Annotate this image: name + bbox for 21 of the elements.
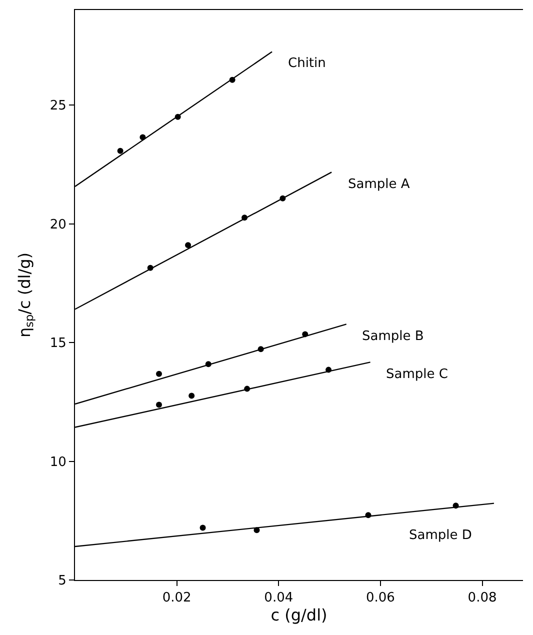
series-label: Sample C	[386, 367, 448, 382]
x-tick-label: 0.08	[468, 590, 497, 606]
point	[188, 392, 195, 399]
series-label: Sample B	[362, 329, 424, 344]
point	[156, 370, 162, 377]
y-tick-label: 20	[50, 217, 66, 232]
y-tick-label: 15	[50, 336, 66, 352]
y-tick-label: 10	[50, 454, 66, 470]
point	[185, 242, 192, 248]
x-axis-title: c (g/dl)	[270, 606, 328, 625]
point	[117, 148, 124, 154]
x-tick-label: 0.02	[162, 590, 192, 606]
series-label: Sample D	[409, 528, 472, 543]
series-label: Chitin	[288, 56, 326, 71]
series-label: Sample A	[348, 177, 410, 192]
y-tick-label: 5	[58, 574, 66, 589]
y-tick-label: 25	[50, 98, 66, 114]
x-tick-label: 0.06	[366, 590, 395, 606]
x-tick-label: 0.04	[264, 590, 294, 606]
point	[156, 402, 162, 408]
point	[200, 524, 206, 531]
